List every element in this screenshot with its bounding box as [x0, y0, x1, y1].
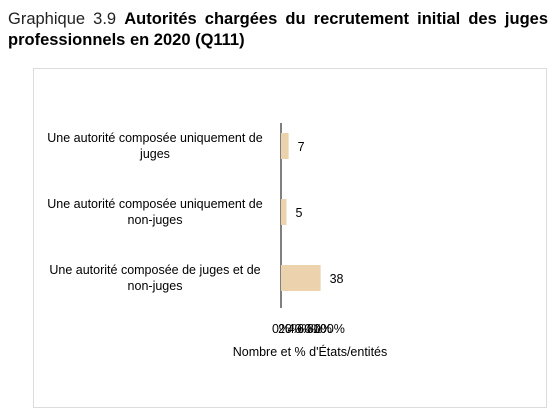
figure-number: Graphique 3.9	[8, 10, 117, 28]
x-tick-label: 80%	[307, 322, 332, 336]
x-tick-label: 60%	[297, 322, 322, 336]
x-tick-label: 40%	[288, 322, 313, 336]
category-label: Une autorité composée uniquement de non-j…	[47, 197, 262, 227]
figure-title: Autorités chargées du recrutement initia…	[8, 10, 548, 49]
bar	[281, 199, 287, 225]
bar	[281, 265, 321, 291]
category-label: Une autorité composée uniquement de juges	[47, 131, 262, 161]
x-tick-label: 20%	[278, 322, 303, 336]
data-label: 7	[298, 140, 305, 154]
x-tick-label: 0%	[272, 322, 290, 336]
data-label: 5	[295, 206, 302, 220]
bar	[281, 133, 289, 159]
data-label: 38	[330, 272, 344, 286]
x-axis-label: Nombre et % d'États/entités	[233, 344, 388, 359]
x-tick-label: 100%	[313, 322, 345, 336]
chart-title: Graphique 3.9 Autorités chargées du recr…	[8, 9, 548, 51]
category-label: Une autorité composée de juges et de non-…	[49, 263, 260, 293]
